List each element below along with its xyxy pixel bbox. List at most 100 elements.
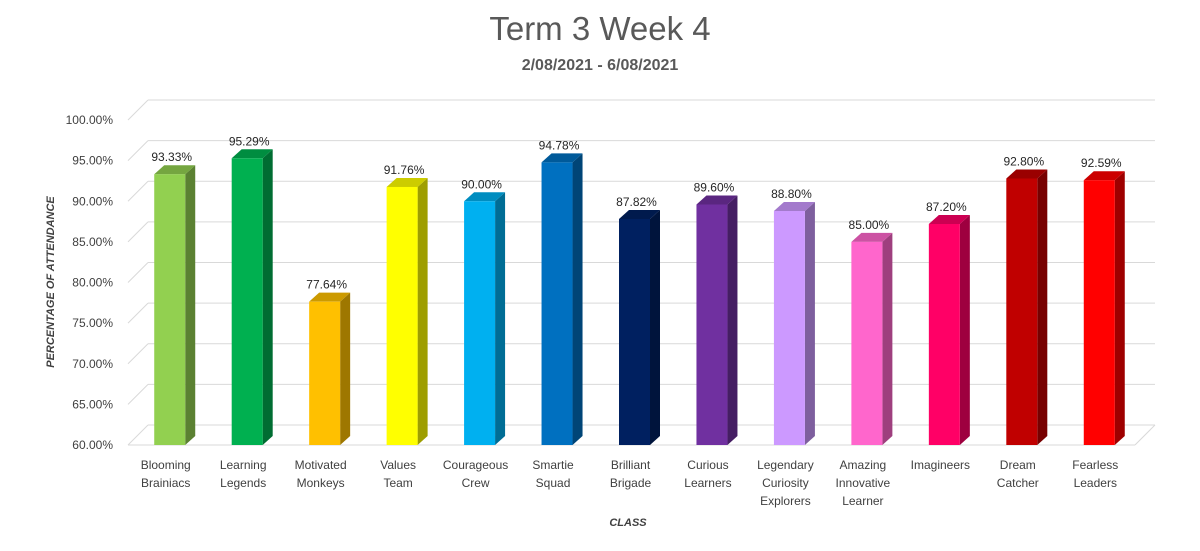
y-tick-label: 65.00%: [72, 397, 113, 411]
bar-side: [650, 209, 660, 445]
x-category-label: Motivated Monkeys: [295, 458, 347, 490]
bar-front: [386, 186, 418, 445]
bar-front: [851, 241, 883, 445]
bar-front: [541, 162, 573, 445]
x-category-line: Learning: [220, 458, 267, 472]
gridline-depth: [127, 99, 149, 121]
x-category-line: Fearless: [1072, 458, 1118, 472]
bar-front: [1083, 180, 1115, 446]
x-category-line: Brilliant: [611, 458, 651, 472]
x-category-line: Brigade: [610, 476, 652, 490]
data-label: 95.29%: [229, 134, 270, 148]
bar-front: [696, 204, 728, 445]
bar-side: [417, 177, 428, 445]
bar-side: [727, 195, 738, 445]
data-labels: 93.33% 95.29% 77.64% 91.76% 90.00% 94.78% 87.8…: [151, 134, 1122, 291]
data-label: 91.76%: [384, 163, 425, 177]
data-label: 77.64%: [306, 278, 347, 292]
bar-top: [541, 153, 583, 163]
data-label: 88.80%: [771, 187, 812, 201]
x-category-line: Curious: [687, 458, 728, 472]
bar-side: [882, 232, 893, 445]
bar-front: [309, 301, 341, 445]
gridline-depth: [127, 424, 149, 446]
bar: [851, 232, 893, 445]
bar-side: [1037, 169, 1048, 445]
gridline-depth: [127, 180, 149, 202]
gridline-depth: [127, 302, 149, 324]
x-category-line: Learner: [842, 494, 883, 508]
bar-front: [928, 224, 960, 445]
bar-side: [495, 192, 506, 445]
bar-top: [851, 232, 893, 242]
x-category-line: Curiosity: [762, 476, 809, 490]
data-label: 87.82%: [616, 195, 657, 209]
x-category-line: Legendary: [757, 458, 814, 472]
bar: [464, 192, 506, 445]
bar-side: [340, 292, 351, 445]
x-category-line: Catcher: [997, 476, 1039, 490]
bar-top: [464, 192, 506, 202]
x-category-label: Learning Legends: [220, 458, 267, 490]
bar-side: [1114, 171, 1125, 446]
bar-top: [1083, 171, 1125, 181]
data-label: 92.80%: [1003, 155, 1044, 169]
x-category-line: Values: [380, 458, 416, 472]
bar-front: [231, 158, 263, 446]
x-category-line: Innovative: [836, 476, 891, 490]
x-category-label: Dream Catcher: [997, 458, 1039, 490]
y-tick-label: 75.00%: [72, 316, 113, 330]
gridline-depth: [127, 384, 149, 405]
floor-edge: [1134, 424, 1156, 446]
x-category-label: Fearless Leaders: [1072, 458, 1118, 490]
data-label: 93.33%: [151, 150, 192, 164]
y-tick-label: 60.00%: [72, 438, 113, 452]
y-tick-label: 95.00%: [72, 154, 113, 168]
bar: [154, 165, 196, 445]
data-label: 90.00%: [461, 177, 502, 191]
gridline-depth: [127, 221, 149, 243]
bar-side: [262, 149, 273, 446]
x-category-line: Blooming: [141, 458, 191, 472]
x-category-line: Smartie: [532, 458, 574, 472]
x-category-line: Learners: [684, 476, 731, 490]
bar: [309, 292, 351, 445]
bar: [386, 177, 428, 445]
x-axis-categories: Blooming Brainiacs Learning Legends Motivate…: [141, 458, 1119, 508]
bar: [541, 153, 583, 445]
bar-side: [959, 215, 970, 445]
y-tick-label: 100.00%: [66, 113, 114, 127]
bar: [928, 215, 970, 445]
x-category-line: Motivated: [295, 458, 347, 472]
x-category-label: Smartie Squad: [532, 458, 574, 490]
x-category-line: Courageous: [443, 458, 508, 472]
x-category-label: Values Team: [380, 458, 416, 490]
bar: [773, 202, 815, 445]
y-tick-label: 70.00%: [72, 357, 113, 371]
data-label: 85.00%: [849, 218, 890, 232]
data-label: 87.20%: [926, 200, 967, 214]
bar-top: [231, 149, 273, 159]
x-category-line: Monkeys: [297, 476, 345, 490]
x-category-line: Team: [383, 476, 412, 490]
bar-front: [464, 201, 496, 445]
x-category-label: Courageous Crew: [443, 458, 508, 490]
x-category-line: Amazing: [840, 458, 887, 472]
bar: [619, 209, 660, 445]
y-tick-label: 85.00%: [72, 235, 113, 249]
bar: [1006, 169, 1048, 445]
gridline-depth: [127, 343, 149, 365]
x-category-line: Imagineers: [911, 458, 970, 472]
x-category-label: Blooming Brainiacs: [141, 458, 191, 490]
data-label: 92.59%: [1081, 156, 1122, 170]
x-category-label: Amazing Innovative Learner: [836, 458, 891, 508]
data-label: 89.60%: [694, 181, 735, 195]
x-category-label: Legendary Curiosity Explorers: [757, 458, 814, 508]
bars: [154, 149, 1125, 446]
y-axis-ticks: 60.00% 65.00% 70.00% 75.00% 80.00% 85.00% 90.0…: [66, 113, 114, 452]
bar: [696, 195, 738, 445]
x-category-line: Explorers: [760, 494, 811, 508]
y-tick-label: 90.00%: [72, 194, 113, 208]
bar-top: [928, 215, 970, 224]
